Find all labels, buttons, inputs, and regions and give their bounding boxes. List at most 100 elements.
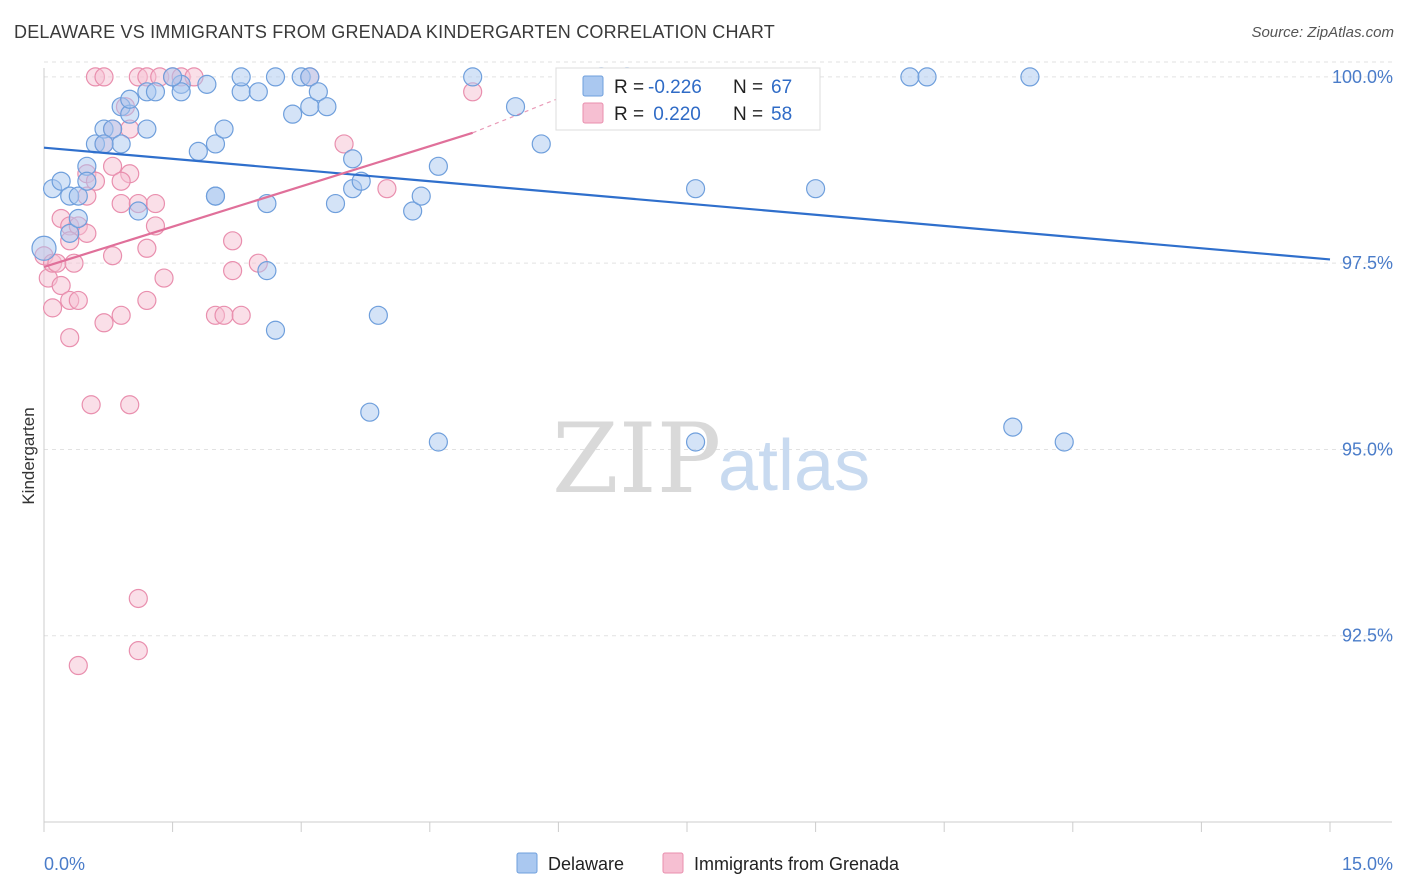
- delaware-point: [317, 97, 337, 117]
- delaware-point: [248, 82, 268, 102]
- grenada-point: [94, 67, 114, 87]
- delaware-point: [205, 186, 226, 206]
- legend-r-label-grenada: R =: [614, 104, 644, 125]
- delaware-point: [300, 67, 320, 87]
- grenada-point: [231, 305, 251, 325]
- grenada-point: [111, 193, 131, 214]
- delaware-point: [128, 201, 148, 221]
- delaware-point: [685, 432, 706, 452]
- legend-swatch-grenada: [582, 102, 604, 124]
- bottom-legend-label-grenada: Immigrants from Grenada: [694, 854, 900, 874]
- delaware-point: [685, 179, 706, 199]
- delaware-point: [265, 67, 286, 87]
- delaware-point: [31, 235, 57, 261]
- bottom-legend-swatch-grenada: [662, 852, 684, 874]
- source-label: Source: ZipAtlas.com: [1251, 24, 1394, 41]
- grenada-point: [223, 261, 243, 281]
- delaware-point: [51, 171, 71, 191]
- bottom-legend-swatch-delaware: [516, 852, 538, 874]
- delaware-point: [917, 67, 937, 87]
- watermark-atlas: atlas: [718, 426, 870, 506]
- grenada-point: [111, 171, 131, 191]
- delaware-point: [308, 82, 328, 102]
- grenada-point: [94, 313, 114, 333]
- x-tick-label-min: 0.0%: [44, 854, 85, 874]
- legend-n-value-grenada: 58: [771, 104, 792, 125]
- y-tick-labels: 100.0% 97.5% 95.0% 92.5%: [1332, 67, 1393, 646]
- y-tick-label: 95.0%: [1342, 439, 1393, 459]
- delaware-point: [137, 119, 157, 139]
- delaware-point: [1020, 67, 1040, 87]
- bottom-legend: Delaware Immigrants from Grenada: [516, 852, 900, 874]
- legend-n-label-grenada: N =: [733, 104, 763, 125]
- grenada-point: [377, 179, 397, 199]
- delaware-point: [163, 67, 183, 87]
- delaware-point: [214, 119, 234, 139]
- legend-n-label-delaware: N =: [733, 77, 763, 98]
- delaware-point: [531, 134, 551, 154]
- grenada-point: [102, 246, 123, 266]
- x-ticks: [43, 822, 1331, 832]
- delaware-point: [231, 67, 251, 87]
- delaware-point: [428, 156, 448, 176]
- grenada-point: [81, 395, 101, 415]
- grenada-point: [68, 290, 88, 311]
- delaware-point: [171, 82, 191, 102]
- delaware-point: [463, 67, 483, 87]
- grenada-point: [154, 268, 174, 288]
- delaware-point: [68, 186, 88, 206]
- x-tick-label-max: 15.0%: [1342, 854, 1393, 874]
- grenada-point: [42, 298, 63, 318]
- grenada-point: [137, 238, 157, 258]
- bottom-legend-label-delaware: Delaware: [548, 854, 624, 874]
- delaware-point: [94, 134, 114, 154]
- y-tick-label: 100.0%: [1332, 67, 1393, 87]
- grenada-point: [68, 655, 88, 676]
- delaware-point: [805, 179, 826, 199]
- grid-lines: [44, 61, 1392, 637]
- grenada-point: [145, 193, 166, 214]
- grenada-point: [111, 305, 131, 325]
- series-grenada-points: [34, 67, 483, 676]
- delaware-point: [197, 74, 217, 94]
- delaware-point: [343, 149, 363, 169]
- delaware-point: [188, 141, 208, 162]
- grenada-point: [51, 275, 71, 296]
- legend-swatch-delaware: [582, 75, 604, 97]
- delaware-point: [257, 261, 277, 281]
- grenada-point: [223, 231, 243, 251]
- legend-r-value-grenada: 0.220: [648, 104, 701, 125]
- delaware-point: [205, 134, 226, 154]
- grenada-trend-line: [43, 131, 473, 268]
- delaware-point: [505, 97, 526, 117]
- delaware-trend-line: [43, 146, 1331, 261]
- delaware-point: [265, 320, 286, 340]
- delaware-point: [1054, 432, 1074, 452]
- y-tick-label: 92.5%: [1342, 626, 1393, 646]
- delaware-point: [283, 104, 303, 124]
- y-axis-label: Kindergarten: [19, 407, 38, 504]
- delaware-point: [360, 402, 380, 422]
- delaware-point: [1003, 417, 1023, 437]
- grenada-point: [128, 588, 148, 609]
- delaware-point: [900, 67, 920, 87]
- watermark-zip: ZIP: [552, 403, 721, 515]
- stats-legend: R = -0.226 N = 67 R = 0.220 N = 58: [555, 67, 821, 131]
- delaware-point: [368, 305, 388, 325]
- watermark: ZIP atlas: [552, 403, 870, 515]
- delaware-point: [403, 201, 423, 221]
- chart-title: DELAWARE VS IMMIGRANTS FROM GRENADA KIND…: [14, 22, 775, 42]
- grenada-point: [102, 156, 123, 176]
- series-delaware-points: [31, 67, 1074, 452]
- delaware-point: [77, 171, 97, 191]
- delaware-point: [68, 208, 88, 229]
- delaware-point: [60, 223, 80, 243]
- delaware-point: [411, 186, 431, 206]
- delaware-point: [145, 82, 166, 102]
- delaware-point: [102, 119, 123, 139]
- y-tick-label: 97.5%: [1342, 253, 1393, 273]
- legend-r-label-delaware: R =: [614, 77, 644, 98]
- delaware-point: [428, 432, 448, 452]
- grenada-point: [137, 290, 157, 311]
